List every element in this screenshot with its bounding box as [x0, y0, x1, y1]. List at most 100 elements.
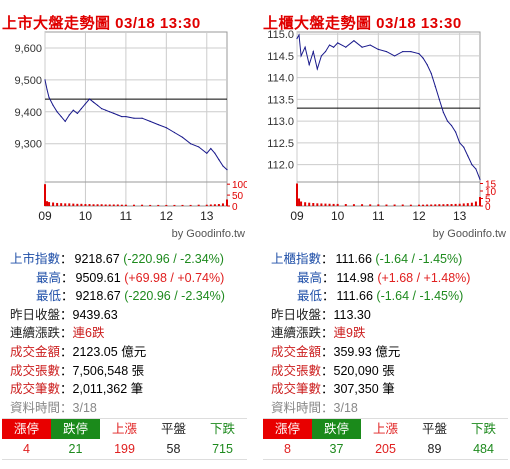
price-point — [369, 44, 371, 46]
decline-header: 下跌 — [470, 422, 496, 436]
price-point — [60, 115, 62, 118]
price-point — [422, 57, 424, 59]
breadth-table: 漲停 跌停 上漲 平盤 下跌 8 37 205 89 484 — [263, 418, 508, 460]
limit-up-header: 漲停 — [2, 419, 51, 439]
price-point — [345, 46, 347, 48]
price-point — [173, 131, 176, 134]
stat-label: 成交筆數 — [271, 382, 322, 397]
price-point — [101, 107, 103, 110]
volume-tick-label: 10 — [485, 187, 497, 198]
price-point — [434, 85, 436, 87]
price-point — [479, 178, 481, 180]
price-point — [165, 127, 167, 129]
stat-label: 成交張數 — [10, 363, 61, 378]
x-tick-label: 11 — [120, 209, 133, 223]
prev-close-row: 昨日收盤：9439.63 — [10, 306, 250, 325]
price-point — [467, 155, 469, 157]
y-tick-label: 9,600 — [14, 43, 42, 55]
price-point — [394, 55, 396, 57]
price-point — [316, 68, 318, 70]
price-point — [385, 50, 388, 53]
decline-count: 715 — [212, 442, 233, 456]
otc-panel: 上櫃大盤走勢圖 03/18 13:30 112.0 112.5 113.0 113.5… — [263, 0, 508, 469]
advance-header: 上漲 — [372, 422, 398, 436]
price-point — [361, 46, 363, 48]
amount-row: 成交金額：359.93 億元 — [271, 343, 510, 362]
x-tick-label: 09 — [290, 209, 304, 223]
price-point — [446, 120, 449, 122]
decline-header: 下跌 — [209, 422, 235, 436]
price-point — [438, 98, 440, 100]
stat-label: 上市指數 — [10, 252, 61, 266]
price-point — [328, 44, 331, 46]
stats-block: 上櫃指數： 111.66 (-1.64 / -1.45%) 最高： 114.98 (… — [271, 250, 510, 417]
price-point — [308, 64, 310, 66]
high-row: 最高： 9509.61 (+69.98 / +0.74%) — [10, 269, 250, 288]
price-point — [76, 112, 78, 114]
stat-value: 連9跌 — [333, 326, 366, 341]
y-tick-label: 112.5 — [267, 138, 294, 150]
price-point — [353, 40, 355, 42]
price-point — [304, 46, 306, 48]
price-point — [442, 111, 444, 114]
streak-row: 連續漲跌：連9跌 — [271, 324, 510, 343]
volume-tick-label: 50 — [232, 191, 244, 202]
price-point — [298, 34, 300, 36]
stat-change: (-220.96 / -2.34%) — [124, 289, 225, 304]
price-point — [459, 142, 461, 144]
stat-change: (+1.68 / +1.48%) — [377, 270, 471, 285]
price-point — [377, 48, 379, 50]
price-point — [149, 120, 151, 122]
price-point — [210, 147, 212, 150]
price-point — [88, 98, 91, 100]
high-row: 最高： 114.98 (+1.68 / +1.48%) — [271, 269, 510, 288]
shares-row: 成交張數：7,506,548 張 — [10, 362, 250, 381]
stat-value: 114.98 — [336, 270, 374, 285]
stat-change: (-1.64 / -1.45%) — [376, 289, 464, 304]
stat-label: 資料時間 — [10, 400, 61, 415]
stat-label: 連續漲跌 — [10, 326, 61, 341]
limit-up-count: 4 — [23, 442, 30, 456]
price-point — [64, 120, 66, 122]
y-tick-label: 9,400 — [14, 107, 42, 119]
limit-down-count: 21 — [68, 442, 83, 456]
price-point — [198, 146, 200, 148]
price-point — [141, 117, 143, 119]
time-row: 資料時間：3/18 — [271, 399, 510, 418]
prev-close-row: 昨日收盤：113.30 — [271, 306, 510, 325]
x-tick-label: 11 — [372, 209, 385, 223]
plot-frame — [296, 31, 481, 207]
price-point — [333, 46, 335, 48]
stat-value: 307,350 筆 — [333, 382, 395, 397]
x-tick-label: 13 — [200, 209, 214, 223]
price-point — [190, 143, 192, 145]
decline-count: 484 — [473, 442, 494, 456]
price-point — [48, 96, 50, 99]
y-tick-label: 9,500 — [14, 75, 42, 87]
price-point — [418, 53, 420, 55]
price-point — [324, 50, 327, 53]
price-point — [52, 104, 54, 107]
stat-change: (-220.96 / -2.34%) — [123, 252, 224, 266]
source-label: by Goodinfo.tw — [171, 228, 245, 240]
price-point — [222, 165, 224, 167]
stat-value: 3/18 — [333, 400, 358, 415]
price-point — [125, 115, 127, 118]
shares-row: 成交張數：520,090 張 — [271, 362, 510, 381]
stat-value: 9509.61 — [75, 270, 121, 285]
stat-value: 2123.05 億元 — [72, 344, 147, 359]
y-tick-label: 114.0 — [267, 73, 294, 85]
price-point — [80, 107, 82, 110]
stat-label: 成交金額 — [271, 344, 322, 359]
price-point — [181, 136, 184, 138]
volume-tick-label: 15 — [485, 180, 497, 191]
price-point — [157, 123, 159, 126]
stat-label: 上櫃指數 — [271, 252, 322, 266]
price-point — [430, 72, 432, 74]
price-point — [402, 50, 404, 53]
price-point — [113, 112, 115, 114]
stat-label: 成交張數 — [271, 363, 322, 378]
stat-label: 成交筆數 — [10, 382, 61, 397]
